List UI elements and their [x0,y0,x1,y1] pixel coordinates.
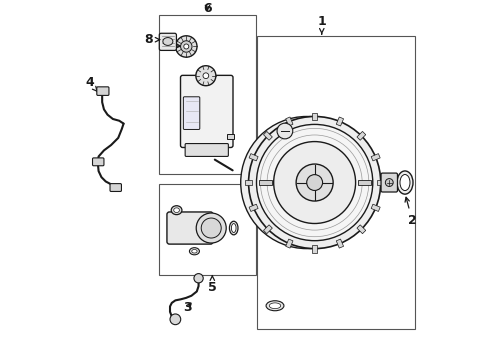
Circle shape [248,117,381,249]
Circle shape [203,73,209,78]
Ellipse shape [400,175,410,190]
Text: 7: 7 [158,38,180,51]
Circle shape [385,179,393,186]
Polygon shape [371,204,380,211]
Ellipse shape [270,303,281,309]
Polygon shape [286,117,293,126]
Circle shape [170,314,181,325]
Ellipse shape [192,249,197,253]
Circle shape [181,41,192,52]
FancyBboxPatch shape [183,97,200,130]
Text: 3: 3 [184,301,192,314]
Polygon shape [336,239,343,248]
Bar [227,134,234,139]
Polygon shape [336,117,343,126]
FancyBboxPatch shape [185,144,228,156]
Bar [258,36,415,329]
Circle shape [274,141,356,224]
Bar [159,15,256,174]
Polygon shape [264,131,272,140]
Text: 4: 4 [85,76,97,91]
Polygon shape [249,154,258,161]
Text: 1: 1 [318,15,326,34]
Bar [159,184,256,275]
FancyBboxPatch shape [381,173,397,192]
Circle shape [296,164,333,201]
Circle shape [307,175,322,190]
Circle shape [277,123,293,139]
Circle shape [175,36,197,57]
FancyBboxPatch shape [167,212,213,244]
Ellipse shape [231,224,236,233]
Ellipse shape [229,221,238,235]
Polygon shape [357,131,366,140]
Polygon shape [286,239,293,248]
Bar [259,180,271,185]
Circle shape [196,66,216,86]
Polygon shape [245,180,252,185]
Text: 5: 5 [208,275,217,294]
Ellipse shape [163,37,173,45]
Ellipse shape [174,208,179,212]
Text: 6: 6 [203,2,212,15]
Polygon shape [357,225,366,234]
Circle shape [241,117,373,249]
FancyBboxPatch shape [159,33,176,50]
FancyBboxPatch shape [180,75,233,148]
Ellipse shape [266,301,284,311]
Ellipse shape [397,171,413,194]
Circle shape [194,274,203,283]
FancyBboxPatch shape [110,184,122,192]
Polygon shape [249,204,258,211]
Circle shape [256,125,373,241]
Polygon shape [371,154,380,161]
Ellipse shape [190,248,199,255]
Ellipse shape [171,206,182,215]
Polygon shape [377,180,385,185]
Circle shape [201,218,221,238]
FancyBboxPatch shape [97,87,109,95]
Circle shape [184,44,189,49]
Polygon shape [312,245,317,252]
Polygon shape [312,113,317,120]
FancyBboxPatch shape [93,158,104,166]
Text: 2: 2 [405,197,416,226]
Polygon shape [264,225,272,234]
Bar [358,180,370,185]
Circle shape [196,213,226,243]
Text: 8: 8 [144,33,160,46]
